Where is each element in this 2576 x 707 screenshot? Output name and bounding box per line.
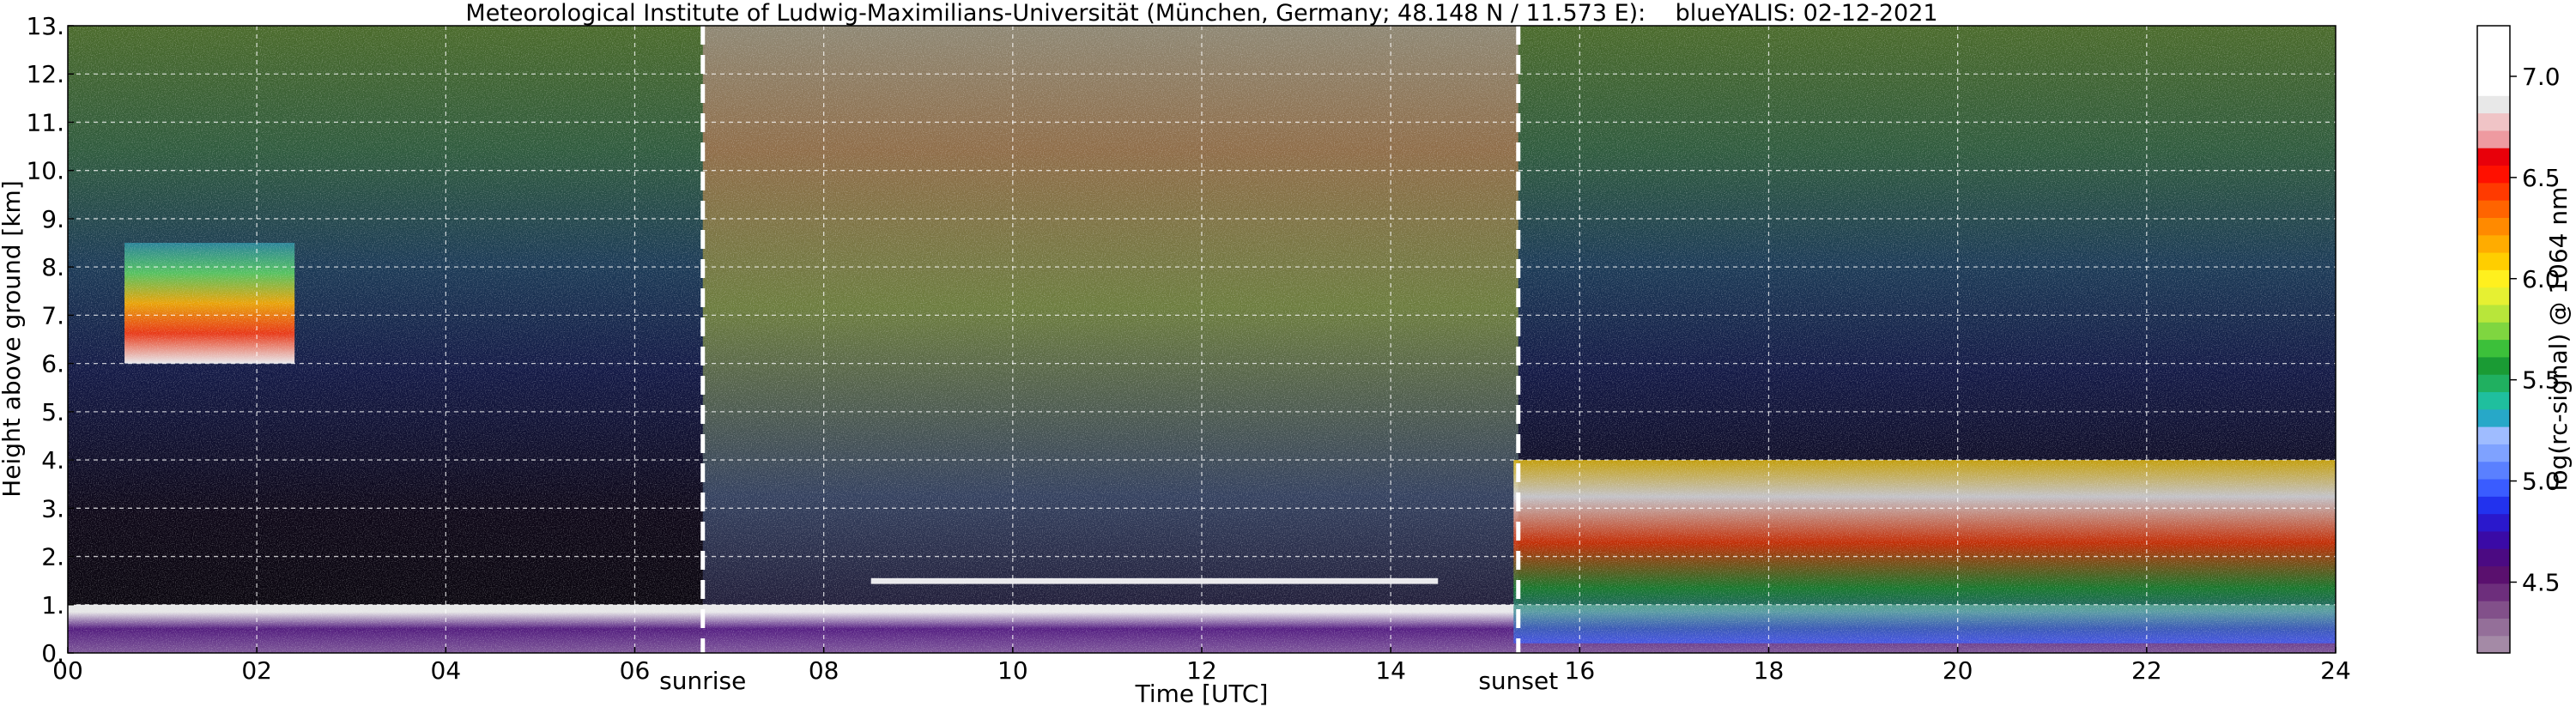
colorbar-segment: [2477, 77, 2510, 96]
x-tick-label: 06: [620, 656, 651, 685]
x-axis-label: Time [UTC]: [1135, 680, 1269, 707]
colorbar-ticks: 4.5 5.0 5.5 6.0 6.5 7.0: [2510, 63, 2561, 596]
colorbar-segment: [2477, 496, 2510, 515]
colorbar-segment: [2477, 112, 2510, 131]
colorbar-segment: [2477, 444, 2510, 462]
y-tick-label: 1.: [41, 591, 64, 619]
colorbar: [2477, 26, 2510, 654]
colorbar-segment: [2477, 583, 2510, 601]
y-tick-label: 9.: [41, 205, 64, 233]
colorbar-segment: [2477, 322, 2510, 341]
x-tick-label: 16: [1565, 656, 1596, 685]
colorbar-tick-label: 4.5: [2522, 568, 2561, 596]
grid: [68, 26, 2336, 653]
x-axis: 00 02 04 06 08 10 12 14 16 18 20 22 24: [52, 647, 2351, 685]
colorbar-segment: [2477, 339, 2510, 358]
sunset-label: sunset: [1478, 667, 1558, 695]
colorbar-segment: [2477, 287, 2510, 305]
x-tick-label: 08: [809, 656, 839, 685]
x-tick-label: 14: [1375, 656, 1406, 685]
y-tick-label: 7.: [41, 301, 64, 329]
colorbar-segment: [2477, 217, 2510, 236]
colorbar-segment: [2477, 304, 2510, 323]
sun-line-labels: sunrise sunset: [659, 667, 1558, 695]
colorbar-segment: [2477, 548, 2510, 567]
x-tick-label: 22: [2131, 656, 2162, 685]
y-tick-label: 3.: [41, 494, 64, 523]
colorbar-segment: [2477, 391, 2510, 410]
x-tick-label: 04: [431, 656, 462, 685]
colorbar-segment: [2477, 356, 2510, 375]
colorbar-tick-label: 5.5: [2522, 366, 2561, 395]
y-axis-label: Height above ground [km]: [0, 180, 26, 498]
colorbar-segment: [2477, 234, 2510, 253]
colorbar-segment: [2477, 200, 2510, 218]
y-tick-label: 8.: [41, 253, 64, 281]
y-tick-label: 6.: [41, 350, 64, 378]
y-tick-label: 11.: [26, 108, 64, 136]
x-tick-label: 20: [1943, 656, 1973, 685]
colorbar-segment: [2477, 43, 2510, 62]
colorbar-segment: [2477, 182, 2510, 201]
colorbar-segment: [2477, 60, 2510, 79]
y-tick-label: 2.: [41, 543, 64, 571]
colorbar-segment: [2477, 130, 2510, 148]
colorbar-segment: [2477, 374, 2510, 393]
plot-area: [68, 26, 2336, 653]
colorbar-segment: [2477, 635, 2510, 654]
colorbar-segment: [2477, 618, 2510, 637]
colorbar-tick-label: 6.5: [2522, 164, 2561, 192]
colorbar-tick-label: 7.0: [2522, 63, 2561, 91]
x-tick-label: 18: [1754, 656, 1785, 685]
y-tick-label: 5.: [41, 398, 64, 426]
colorbar-segment: [2477, 601, 2510, 619]
x-tick-label: 02: [241, 656, 272, 685]
y-tick-label: 13.: [26, 12, 64, 40]
sunrise-label: sunrise: [659, 667, 746, 695]
colorbar-segment: [2477, 95, 2510, 114]
colorbar-segment: [2477, 565, 2510, 584]
colorbar-frame: [2476, 25, 2511, 654]
colorbar-segment: [2477, 426, 2510, 444]
colorbar-segment: [2477, 26, 2510, 44]
y-tick-label: 0.: [41, 639, 64, 668]
x-tick-label: 10: [997, 656, 1028, 685]
y-tick-label: 10.: [26, 157, 64, 185]
colorbar-segment: [2477, 530, 2510, 549]
y-axis: 0. 1. 2. 3. 4. 5. 6. 7. 8. 9. 10. 11. 12. 13.: [26, 12, 74, 668]
colorbar-segment: [2477, 165, 2510, 184]
colorbar-tick-label: 6.0: [2522, 265, 2561, 293]
x-tick-label: 12: [1186, 656, 1217, 685]
x-tick-label: 24: [2320, 656, 2351, 685]
colorbar-segment: [2477, 148, 2510, 166]
colorbar-segment: [2477, 478, 2510, 497]
y-tick-label: 4.: [41, 446, 64, 474]
colorbar-segment: [2477, 251, 2510, 270]
colorbar-tick-label: 5.0: [2522, 468, 2561, 496]
y-tick-label: 12.: [26, 60, 64, 88]
chart-title: Meteorological Institute of Ludwig-Maxim…: [465, 0, 1937, 27]
sun-lines: [700, 26, 1521, 653]
colorbar-segment: [2477, 408, 2510, 427]
x-tick-label: 00: [52, 656, 83, 685]
colorbar-segment: [2477, 513, 2510, 532]
colorbar-label: log(rc-signal) @ 1064 nm: [2544, 187, 2573, 492]
colorbar-segment: [2477, 461, 2510, 480]
colorbar-segment: [2477, 269, 2510, 288]
